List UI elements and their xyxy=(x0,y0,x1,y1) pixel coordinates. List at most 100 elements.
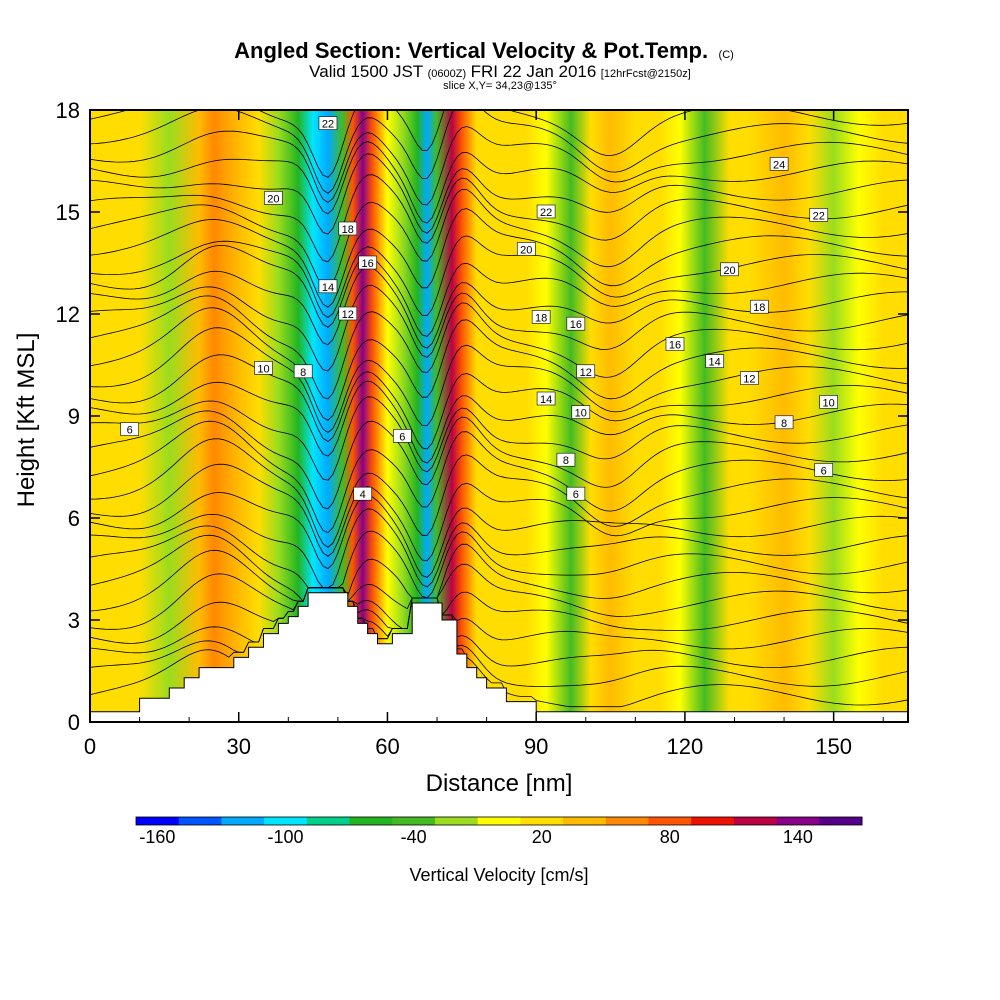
contour-label-box xyxy=(536,391,556,406)
isoline xyxy=(90,492,908,578)
contour-label-text: 22 xyxy=(813,210,825,222)
contour-label-text: 16 xyxy=(669,340,681,352)
isoline xyxy=(90,573,908,631)
colorbar-swatch xyxy=(477,817,521,825)
contour-label-box xyxy=(769,157,789,171)
contour-label-text: 16 xyxy=(570,319,582,331)
contour-label-box xyxy=(353,486,372,501)
isoline xyxy=(90,525,908,599)
isoline xyxy=(90,463,908,562)
contour-label-text: 20 xyxy=(723,265,735,277)
colorbar-tick-label: 20 xyxy=(532,827,552,847)
colorbar-swatch xyxy=(434,817,479,825)
contour-label-text: 12 xyxy=(580,367,592,379)
x-tick-label: 60 xyxy=(375,734,399,759)
contour-label: 20 xyxy=(516,242,536,256)
contour-label-text: 18 xyxy=(342,224,354,236)
potential-temperature-isolines xyxy=(90,110,908,708)
isoline xyxy=(90,174,908,263)
contour-label-box xyxy=(665,337,685,351)
vertical-velocity-field xyxy=(90,110,908,722)
y-tick-label: 3 xyxy=(68,608,80,633)
contour-label: 16 xyxy=(358,255,377,270)
colorbar-swatch xyxy=(178,817,222,825)
contour-label: 20 xyxy=(720,262,739,277)
terrain-profile xyxy=(90,592,908,722)
isoline xyxy=(90,208,908,308)
contour-label-box xyxy=(338,306,358,321)
y-axis-label: Height [Kft MSL] xyxy=(13,333,40,508)
colorbar-frame xyxy=(135,816,863,826)
colorbar-tick-label: -160 xyxy=(139,827,175,847)
isoline xyxy=(90,295,908,400)
isoline xyxy=(90,549,908,617)
contour-label: 22 xyxy=(536,204,556,219)
isoline xyxy=(90,235,908,318)
contour-label: 20 xyxy=(264,191,283,205)
contour-label-text: 22 xyxy=(540,207,552,219)
y-axis-ticks: 0 3 6 9 12 15 18 xyxy=(56,98,908,735)
contour-label-box xyxy=(120,422,139,436)
contour-label-text: 8 xyxy=(563,455,569,467)
contour-label-text: 24 xyxy=(773,159,785,171)
colorbar-swatch xyxy=(733,817,778,825)
isoline xyxy=(90,534,908,603)
contour-label: 6 xyxy=(814,463,834,477)
contour-label-text: 6 xyxy=(573,489,579,501)
contour-label-box xyxy=(264,191,283,205)
isoline xyxy=(90,380,908,464)
isoline xyxy=(90,410,908,510)
isoline xyxy=(90,266,908,349)
contour-label-box xyxy=(705,354,724,368)
contour-label: 14 xyxy=(318,279,338,294)
contour-label: 16 xyxy=(665,337,685,352)
contour-label-box xyxy=(254,361,273,375)
colorbar-swatch xyxy=(648,817,692,825)
contour-label-text: 4 xyxy=(360,489,366,501)
colorbar-swatch xyxy=(306,817,351,825)
isoline xyxy=(90,141,908,224)
contour-label-text: 14 xyxy=(709,357,721,369)
contour-label-text: 8 xyxy=(300,367,306,379)
colorbar-swatch xyxy=(221,817,265,825)
contour-label-text: 14 xyxy=(540,394,552,406)
isoline xyxy=(90,587,908,650)
contour-label-box xyxy=(576,364,596,379)
contour-label: 6 xyxy=(566,486,586,501)
isoline xyxy=(90,110,908,194)
contour-label-box xyxy=(749,299,769,314)
isoline xyxy=(90,396,908,481)
colorbar-swatch xyxy=(520,817,564,825)
contour-label-box xyxy=(516,242,536,256)
contour-label: 24 xyxy=(769,157,789,171)
contour-label-text: 10 xyxy=(575,408,587,420)
colorbar-swatch xyxy=(349,817,393,825)
y-tick-label: 6 xyxy=(68,506,80,531)
contour-label-box xyxy=(358,255,377,270)
contour-label: 14 xyxy=(705,354,724,369)
contour-label: 10 xyxy=(571,405,591,420)
contour-label-text: 8 xyxy=(781,418,787,430)
x-tick-label: 30 xyxy=(226,734,250,759)
contour-label-text: 14 xyxy=(322,282,334,294)
contour-label-text: 18 xyxy=(753,302,765,314)
isoline xyxy=(90,327,908,433)
isoline xyxy=(90,587,908,687)
x-tick-label: 120 xyxy=(667,734,704,759)
x-tick-label: 0 xyxy=(84,734,96,759)
colorbar-swatch xyxy=(605,817,649,825)
contour-label-box xyxy=(318,279,338,294)
isoline xyxy=(90,126,908,206)
colorbar-swatch xyxy=(776,817,820,825)
contour-label-box xyxy=(740,371,759,385)
contour-label: 8 xyxy=(556,452,576,467)
y-tick-label: 0 xyxy=(68,710,80,735)
contour-label: 22 xyxy=(809,208,829,222)
isoline xyxy=(90,420,908,534)
contour-label-box xyxy=(293,364,313,379)
contour-label: 18 xyxy=(338,221,358,236)
contour-label-box xyxy=(809,208,829,222)
contour-label-box xyxy=(536,204,556,219)
colorbar-swatch xyxy=(819,817,863,825)
contour-label-box xyxy=(720,262,739,277)
